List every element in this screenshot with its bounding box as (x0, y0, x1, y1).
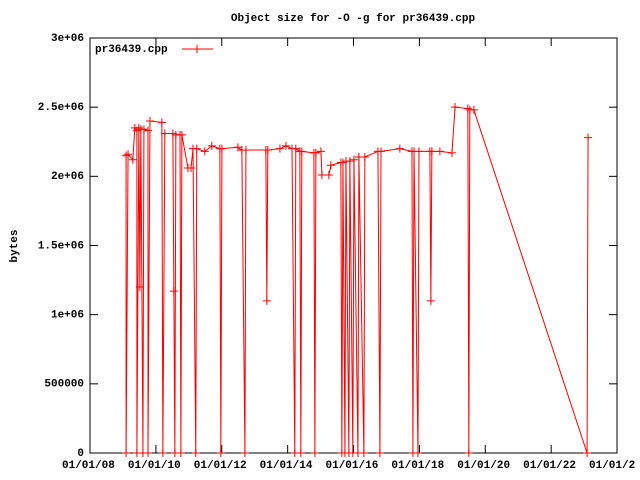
point-marker (139, 125, 148, 134)
point-marker (169, 287, 178, 296)
point-marker (296, 449, 305, 457)
point-marker (128, 155, 137, 164)
y-tick-label: 1.5e+06 (38, 240, 84, 252)
point-marker (216, 449, 225, 457)
x-tick-label: 01/01/22 (523, 460, 576, 472)
point-marker (186, 164, 195, 173)
point-marker (158, 449, 167, 457)
point-marker (326, 161, 335, 170)
series-line (125, 106, 589, 454)
point-marker (143, 449, 152, 457)
point-marker (345, 157, 354, 166)
point-marker (451, 103, 460, 112)
point-marker (143, 126, 152, 135)
point-marker (191, 449, 200, 457)
point-marker (317, 170, 326, 179)
point-marker (395, 144, 404, 153)
y-axis-label: bytes (9, 229, 21, 262)
point-marker (311, 148, 320, 157)
point-marker (375, 449, 384, 457)
x-tick-label: 01/01/2 (589, 460, 635, 472)
point-marker (124, 150, 133, 159)
point-marker (447, 148, 456, 157)
point-marker (291, 144, 300, 153)
point-marker (349, 155, 358, 164)
point-marker (414, 147, 423, 156)
legend-marker (193, 45, 201, 53)
point-marker (584, 133, 593, 142)
point-marker (360, 152, 369, 161)
x-tick-label: 01/01/16 (326, 460, 379, 472)
point-marker (413, 449, 422, 457)
point-marker (192, 144, 201, 153)
y-tick-label: 2e+06 (51, 171, 84, 183)
point-marker (310, 449, 319, 457)
point-marker (316, 147, 325, 156)
y-tick-label: 2.5e+06 (38, 102, 84, 114)
x-tick-label: 01/01/12 (194, 460, 247, 472)
point-marker (469, 105, 478, 114)
point-marker (122, 151, 131, 160)
point-marker (435, 147, 444, 156)
point-marker (135, 283, 144, 291)
point-marker (463, 104, 472, 113)
point-marker (464, 449, 473, 457)
point-marker (583, 449, 592, 457)
x-tick-label: 01/01/20 (457, 460, 510, 472)
y-tick-label: 3e+06 (51, 33, 84, 45)
point-marker (157, 118, 166, 127)
y-tick-label: 0 (77, 448, 84, 460)
point-marker (275, 144, 284, 153)
point-marker (145, 117, 154, 125)
x-tick-label: 01/01/08 (62, 460, 115, 472)
point-marker (297, 147, 306, 156)
point-marker (160, 129, 169, 138)
point-marker (207, 141, 216, 150)
point-marker (217, 144, 226, 153)
point-marker (200, 147, 209, 156)
y-tick-label: 500000 (44, 379, 84, 391)
point-marker (177, 130, 186, 139)
point-marker (359, 449, 368, 457)
point-marker (324, 170, 333, 179)
point-marker (281, 141, 290, 150)
chart-title: Object size for -O -g for pr36439.cpp (231, 13, 476, 25)
legend-label: pr36439.cpp (95, 44, 168, 56)
x-tick-label: 01/01/18 (391, 460, 444, 472)
point-marker (122, 449, 131, 457)
point-marker (263, 146, 272, 155)
point-marker (176, 449, 185, 457)
point-marker (427, 147, 436, 156)
x-tick-label: 01/01/10 (128, 460, 181, 472)
point-marker (241, 146, 250, 155)
point-marker (240, 449, 249, 457)
point-marker (262, 296, 271, 305)
y-tick-label: 1e+06 (51, 310, 84, 322)
point-marker (426, 296, 435, 305)
point-marker (377, 147, 386, 156)
point-marker (134, 123, 143, 132)
x-tick-label: 01/01/14 (260, 460, 313, 472)
